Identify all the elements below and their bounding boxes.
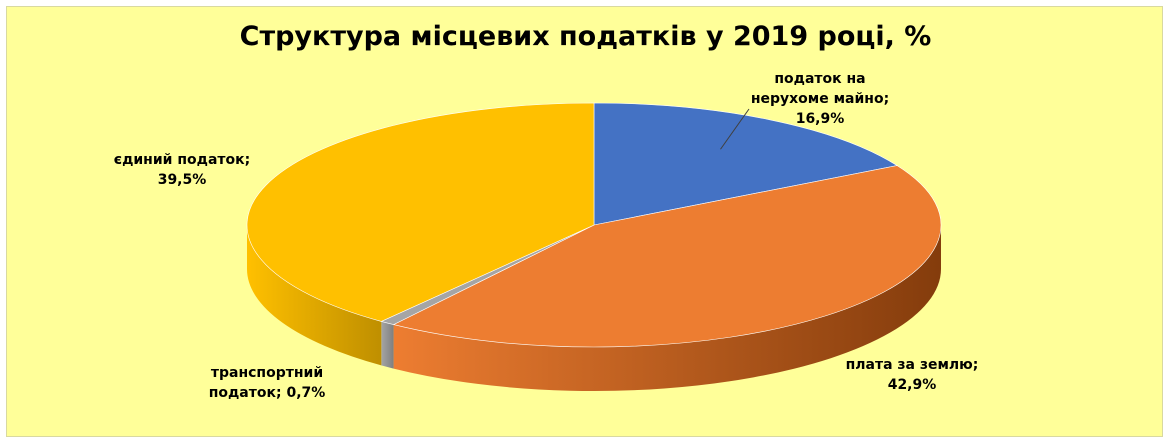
- pie-side-single-tax: [247, 225, 382, 366]
- slice-label-property-tax: податок на нерухоме майно; 16,9%: [750, 71, 890, 127]
- pie-slice-property-tax: [593, 102, 898, 226]
- pie-side-transport-tax: [381, 321, 394, 369]
- pie-slice-single-tax: [246, 102, 595, 322]
- chart-title: Структура місцевих податків у 2019 році,…: [239, 21, 932, 52]
- slice-label-single-tax: єдиний податок; 39,5%: [113, 152, 251, 188]
- chart-area: Структура місцевих податків у 2019 році,…: [6, 6, 1163, 437]
- slice-label-land-fee: плата за землю; 42,9%: [845, 357, 979, 393]
- pie-chart: [246, 102, 942, 391]
- pie-slice-land-fee: [392, 165, 942, 348]
- slice-label-transport-tax: транспортний податок; 0,7%: [208, 365, 326, 401]
- pie-side-land-fee: [393, 225, 941, 391]
- leader-line-property-tax: [720, 108, 750, 150]
